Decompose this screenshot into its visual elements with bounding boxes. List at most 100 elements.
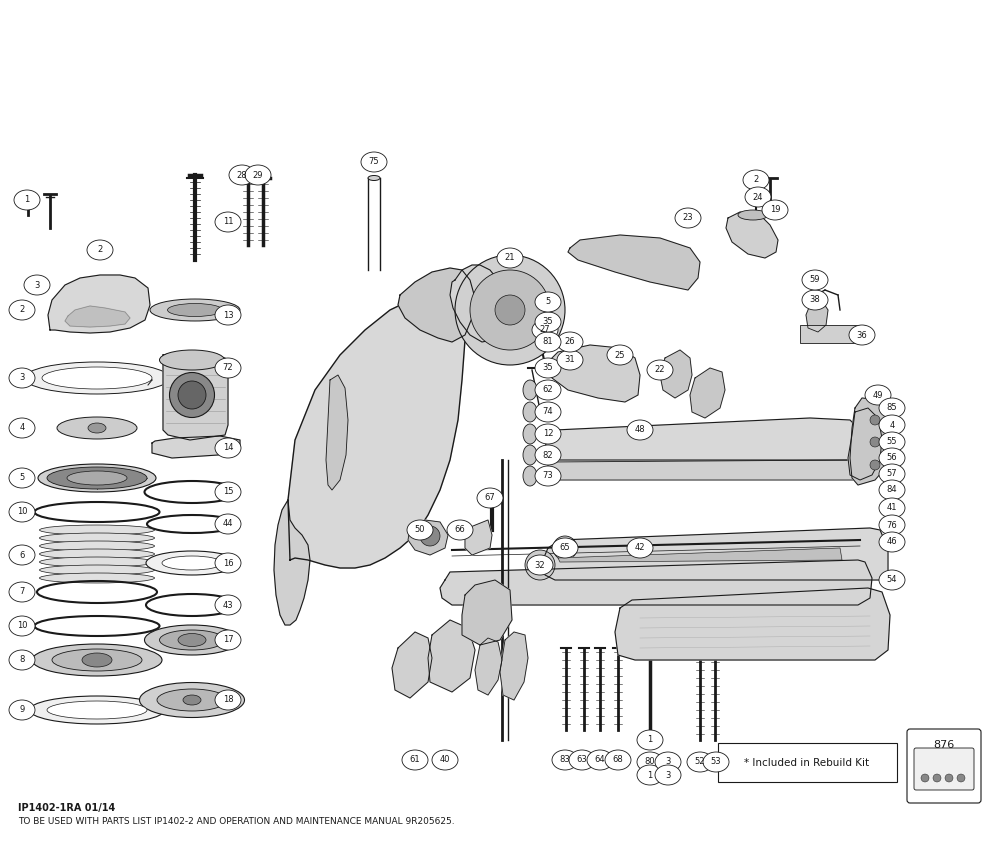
Ellipse shape	[535, 332, 561, 352]
Ellipse shape	[168, 303, 222, 316]
Text: 52: 52	[695, 757, 705, 767]
Ellipse shape	[229, 165, 255, 185]
Ellipse shape	[215, 690, 241, 710]
Text: 54: 54	[887, 575, 897, 584]
Ellipse shape	[9, 545, 35, 565]
Text: 10: 10	[17, 621, 27, 630]
Text: 25: 25	[615, 350, 625, 360]
Ellipse shape	[150, 299, 240, 321]
Text: 49: 49	[873, 390, 883, 400]
Ellipse shape	[523, 380, 537, 400]
Text: 50: 50	[415, 526, 425, 534]
Polygon shape	[548, 460, 868, 480]
FancyBboxPatch shape	[907, 729, 981, 803]
Text: 62: 62	[543, 385, 553, 394]
Circle shape	[933, 774, 941, 782]
Ellipse shape	[24, 275, 50, 295]
Ellipse shape	[215, 595, 241, 615]
Ellipse shape	[40, 557, 154, 567]
Ellipse shape	[178, 634, 206, 647]
Text: 29: 29	[253, 170, 263, 180]
Ellipse shape	[523, 424, 537, 444]
Ellipse shape	[47, 701, 147, 719]
FancyBboxPatch shape	[718, 743, 897, 782]
Circle shape	[470, 270, 550, 350]
Ellipse shape	[535, 445, 561, 465]
Ellipse shape	[647, 360, 673, 380]
Polygon shape	[848, 408, 882, 480]
Text: 17: 17	[223, 636, 233, 644]
Ellipse shape	[523, 402, 537, 422]
Ellipse shape	[535, 358, 561, 378]
Ellipse shape	[42, 367, 152, 389]
Ellipse shape	[447, 520, 473, 540]
Ellipse shape	[527, 555, 553, 575]
Ellipse shape	[627, 538, 653, 558]
Ellipse shape	[745, 187, 771, 207]
Polygon shape	[660, 350, 692, 398]
Text: 7: 7	[19, 588, 25, 596]
Polygon shape	[726, 212, 778, 258]
Text: 1: 1	[647, 770, 653, 780]
Text: 876: 876	[933, 740, 955, 750]
Ellipse shape	[40, 573, 154, 583]
Text: 8: 8	[19, 655, 25, 665]
Polygon shape	[548, 345, 640, 402]
Text: 35: 35	[543, 364, 553, 372]
Circle shape	[455, 255, 565, 365]
Ellipse shape	[361, 152, 387, 172]
Text: 11: 11	[223, 217, 233, 227]
Ellipse shape	[170, 372, 214, 417]
Text: 4: 4	[19, 423, 25, 433]
Ellipse shape	[67, 471, 127, 485]
Polygon shape	[462, 580, 512, 645]
Text: 32: 32	[535, 561, 545, 569]
Ellipse shape	[40, 549, 154, 559]
Text: 44: 44	[223, 520, 233, 528]
Polygon shape	[408, 520, 448, 555]
Ellipse shape	[552, 750, 578, 770]
Text: 68: 68	[613, 756, 623, 764]
Ellipse shape	[47, 467, 147, 489]
Ellipse shape	[637, 730, 663, 750]
Text: 82: 82	[543, 451, 553, 459]
Text: 15: 15	[223, 487, 233, 497]
Polygon shape	[274, 500, 310, 625]
Ellipse shape	[38, 464, 156, 492]
Text: 16: 16	[223, 559, 233, 567]
Text: 81: 81	[543, 337, 553, 347]
Text: 12: 12	[543, 429, 553, 439]
Polygon shape	[398, 268, 475, 342]
Circle shape	[957, 774, 965, 782]
Ellipse shape	[879, 464, 905, 484]
Text: 19: 19	[770, 205, 780, 215]
Text: 24: 24	[753, 193, 763, 202]
Ellipse shape	[879, 415, 905, 435]
Polygon shape	[65, 306, 130, 327]
Ellipse shape	[569, 750, 595, 770]
Ellipse shape	[144, 625, 240, 655]
Text: 36: 36	[857, 331, 867, 339]
Ellipse shape	[52, 649, 142, 671]
Ellipse shape	[183, 695, 201, 705]
Ellipse shape	[160, 630, 224, 650]
Text: 56: 56	[887, 453, 897, 463]
Polygon shape	[163, 354, 228, 440]
Ellipse shape	[637, 765, 663, 785]
Ellipse shape	[879, 398, 905, 418]
Text: 27: 27	[540, 325, 550, 335]
Ellipse shape	[87, 240, 113, 260]
Text: 1: 1	[24, 195, 30, 204]
Text: 43: 43	[223, 601, 233, 609]
Text: 13: 13	[223, 310, 233, 320]
Text: 26: 26	[565, 337, 575, 347]
Circle shape	[870, 415, 880, 425]
Text: 3: 3	[665, 757, 671, 767]
Text: 57: 57	[887, 469, 897, 479]
Ellipse shape	[535, 312, 561, 332]
Polygon shape	[615, 588, 890, 660]
Text: 21: 21	[505, 254, 515, 262]
Circle shape	[870, 460, 880, 470]
Circle shape	[553, 536, 577, 560]
Ellipse shape	[146, 551, 238, 575]
